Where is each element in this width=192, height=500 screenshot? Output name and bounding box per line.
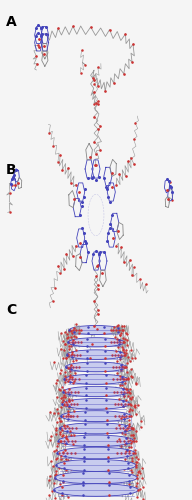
Ellipse shape bbox=[60, 423, 132, 434]
Ellipse shape bbox=[64, 374, 128, 384]
Ellipse shape bbox=[55, 472, 137, 484]
Ellipse shape bbox=[56, 460, 136, 471]
Text: C: C bbox=[6, 302, 16, 316]
Ellipse shape bbox=[61, 410, 131, 422]
Ellipse shape bbox=[66, 362, 126, 372]
Ellipse shape bbox=[59, 435, 133, 446]
Ellipse shape bbox=[68, 338, 124, 347]
Ellipse shape bbox=[62, 398, 130, 409]
Ellipse shape bbox=[67, 350, 125, 360]
Ellipse shape bbox=[69, 326, 123, 334]
Ellipse shape bbox=[54, 484, 138, 496]
Ellipse shape bbox=[57, 447, 135, 459]
Text: A: A bbox=[6, 15, 17, 29]
Ellipse shape bbox=[63, 386, 129, 396]
Text: B: B bbox=[6, 162, 16, 176]
